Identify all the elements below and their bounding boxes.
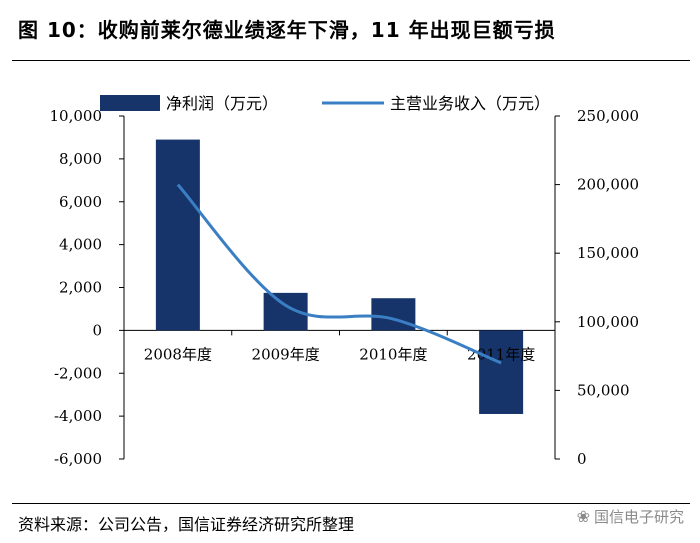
bar-net-profit [155, 139, 200, 331]
x-axis-category-label: 2008年度 [144, 345, 212, 363]
left-axis-tick-label: 10,000 [50, 107, 103, 125]
watermark: ❀ 国信电子研究 [577, 506, 684, 527]
right-axis-tick-label: 200,000 [577, 176, 639, 194]
bar-net-profit [479, 330, 524, 414]
left-axis-tick-label: 6,000 [59, 193, 102, 211]
source-note: 资料来源：公司公告，国信证券经济研究所整理 [18, 515, 355, 534]
left-axis-tick-label: 8,000 [59, 150, 102, 168]
bottom-divider [12, 503, 690, 504]
left-axis-tick-label: -6,000 [54, 450, 102, 468]
right-axis-tick-label: 50,000 [577, 381, 630, 399]
legend-label-revenue: 主营业务收入（万元） [390, 94, 550, 113]
right-axis-tick-label: 250,000 [577, 107, 639, 125]
top-divider [12, 60, 690, 61]
x-axis-category-label: 2009年度 [252, 345, 320, 363]
right-axis-tick-label: 150,000 [577, 244, 639, 262]
legend-swatch-net-profit [100, 95, 160, 111]
watermark-text: 国信电子研究 [593, 508, 684, 526]
chart-title: 图 10：收购前莱尔德业绩逐年下滑，11 年出现巨额亏损 [18, 18, 556, 42]
x-axis-category-label: 2010年度 [359, 345, 427, 363]
right-axis-tick-label: 100,000 [577, 313, 639, 331]
line-revenue [176, 183, 502, 365]
legend-label-net-profit: 净利润（万元） [166, 94, 278, 113]
left-axis-tick-label: -4,000 [54, 407, 102, 425]
right-axis-tick-label: 0 [577, 450, 587, 468]
left-axis-tick-label: -2,000 [54, 364, 102, 382]
x-axis-category-label: 2011年度 [467, 345, 535, 363]
left-axis-tick-label: 0 [92, 321, 102, 339]
bar-net-profit [371, 298, 416, 331]
wechat-icon: ❀ [576, 507, 590, 526]
left-axis-tick-label: 4,000 [59, 236, 102, 254]
left-axis-tick-label: 2,000 [59, 279, 102, 297]
